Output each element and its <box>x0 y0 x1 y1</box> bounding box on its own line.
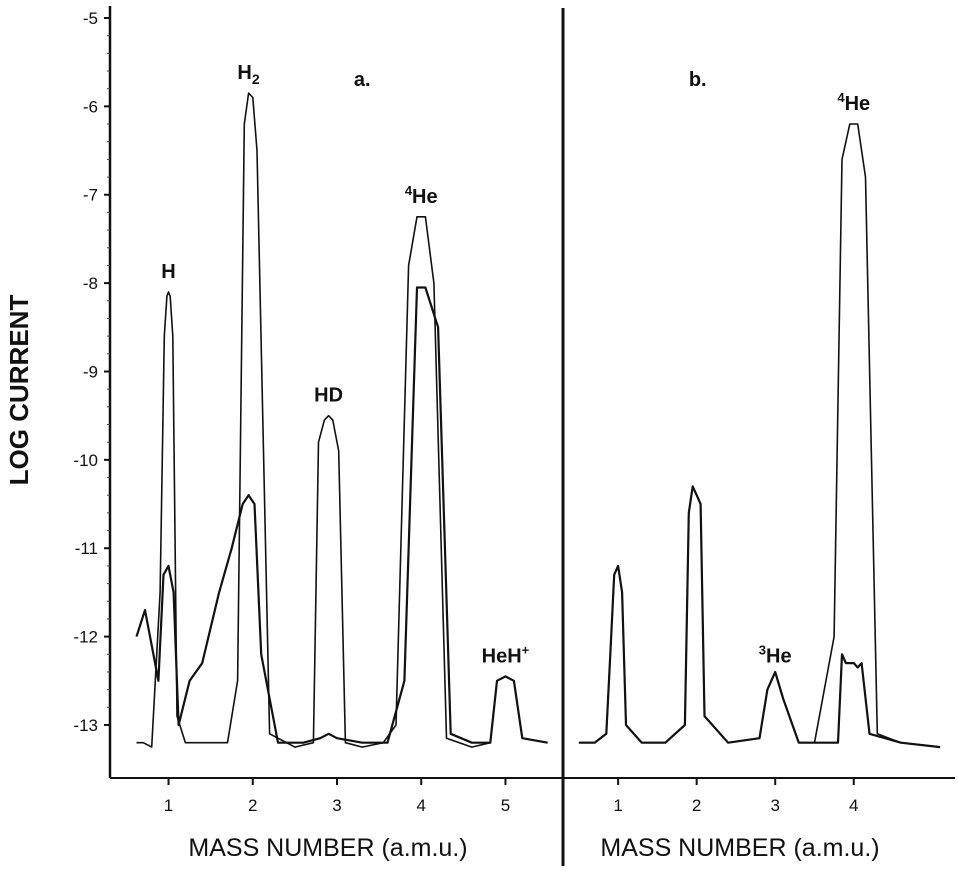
panel-label: b. <box>689 69 707 91</box>
x-tick-label: 4 <box>416 796 425 815</box>
panel-a: 1 2 3 4 5 a. H H2 HD 4He HeH+ <box>135 62 548 815</box>
peak-label: H2 <box>237 62 259 87</box>
panel-label: a. <box>354 69 371 91</box>
x-tick-label: 5 <box>501 796 510 815</box>
x-tick-label: 3 <box>332 796 341 815</box>
axes-layer: -5 -6 -7 -8 -9 -10 -11 -12 -13 <box>73 6 955 866</box>
x-tick-label: 4 <box>849 796 858 815</box>
peak-label: H <box>161 261 175 283</box>
x-tick-label: 1 <box>164 796 173 815</box>
peak-label: HeH+ <box>482 642 530 667</box>
series-line-2 <box>578 485 941 749</box>
peak-label: 4He <box>405 183 438 208</box>
y-tick-label: -10 <box>73 451 98 470</box>
x-axis-label-b: MASS NUMBER (a.m.u.) <box>600 834 879 862</box>
peak-label: HD <box>314 385 343 407</box>
y-axis-label: LOG CURRENT <box>4 295 34 486</box>
series-line-2 <box>135 286 548 744</box>
y-tick-label: -13 <box>73 716 98 735</box>
peak-label: 4He <box>837 90 870 115</box>
x-tick-label: 1 <box>613 796 622 815</box>
panel-b: 1 2 3 4 b. 3He 4He <box>578 69 941 815</box>
y-tick-label: -11 <box>75 539 98 558</box>
y-tick-label: -12 <box>73 628 98 647</box>
y-tick-label: -5 <box>83 9 98 28</box>
series-line-1 <box>136 92 548 748</box>
x-tick-label: 3 <box>770 796 779 815</box>
y-tick-label: -6 <box>83 97 98 116</box>
y-tick-label: -9 <box>83 362 98 381</box>
y-tick-label: -8 <box>83 274 98 293</box>
x-tick-label: 2 <box>692 796 701 815</box>
peak-label: 3He <box>759 642 792 667</box>
x-axis-label-a: MASS NUMBER (a.m.u.) <box>188 834 467 862</box>
y-tick-label: -7 <box>83 186 98 205</box>
x-tick-label: 2 <box>248 796 257 815</box>
